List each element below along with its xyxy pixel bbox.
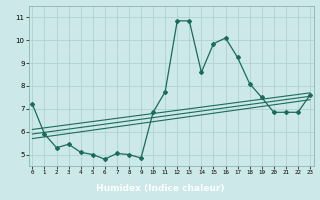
Text: Humidex (Indice chaleur): Humidex (Indice chaleur) [96, 184, 224, 193]
